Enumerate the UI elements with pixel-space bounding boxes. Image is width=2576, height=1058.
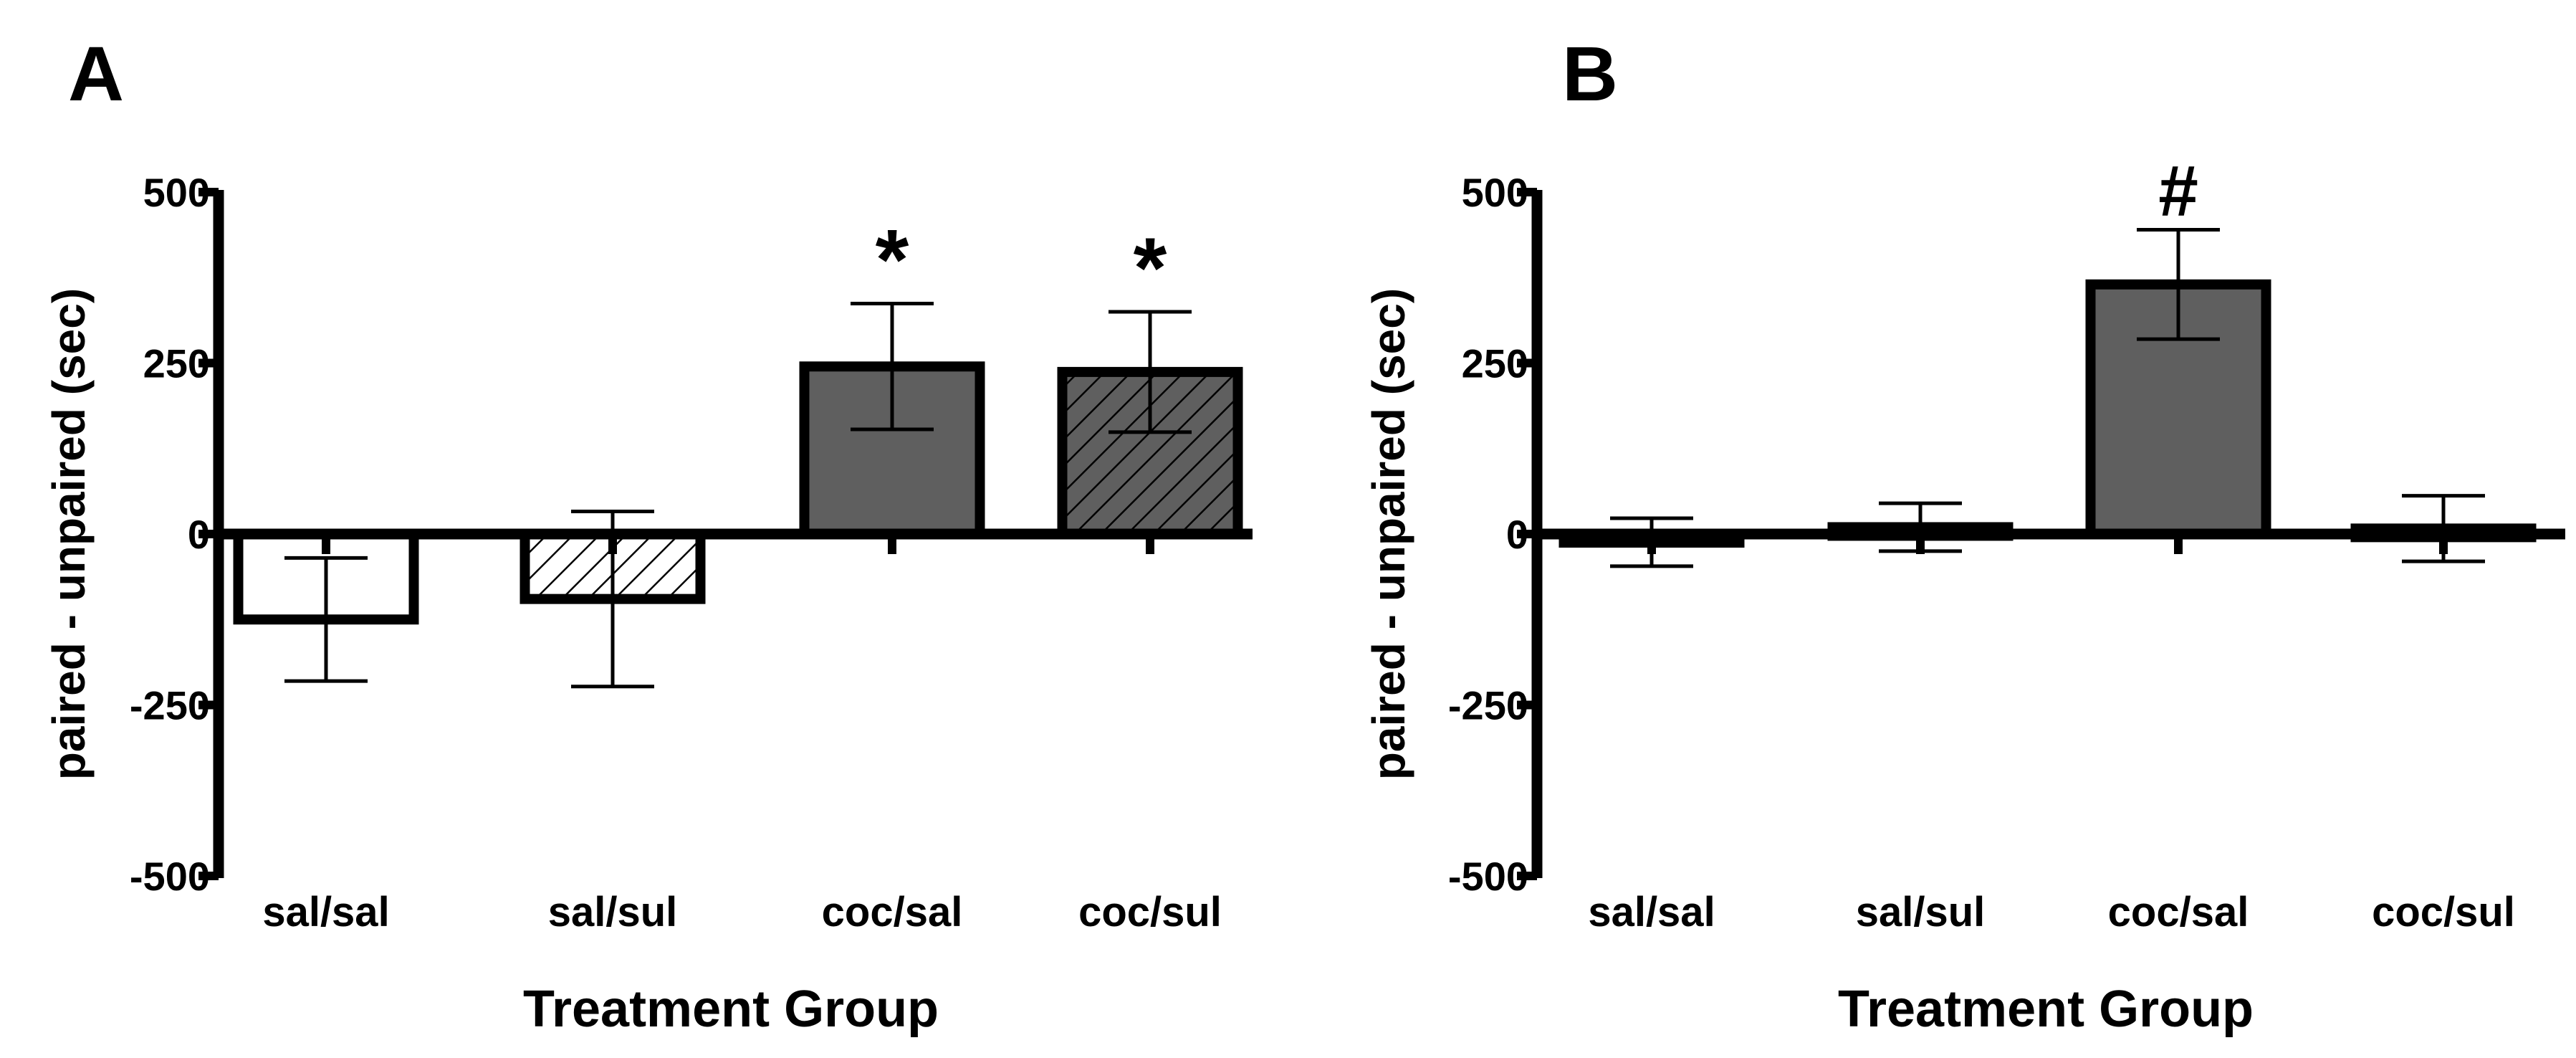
y-tick-label: 500	[1462, 170, 1528, 215]
y-tick-label: -500	[130, 854, 210, 899]
significance-marker: *	[1134, 220, 1167, 316]
y-tick-label: 0	[1506, 512, 1528, 557]
x-tick-label: sal/sul	[548, 889, 678, 935]
x-tick-label: sal/sul	[1856, 889, 1986, 935]
x-tick-label: coc/sal	[822, 889, 963, 935]
x-tick-label: coc/sul	[2372, 889, 2515, 935]
x-axis-title: Treatment Group	[523, 981, 939, 1038]
panel-a: A 500 250 0 -250 -500 paired - unpaired (sec) s…	[43, 30, 1253, 1038]
y-tick-label: -250	[130, 683, 210, 728]
bar-coc-sal	[799, 361, 985, 539]
y-tick-label: 250	[143, 341, 210, 386]
panel-label: B	[1562, 30, 1618, 117]
y-axis-title: paired - unpaired (sec)	[1363, 288, 1414, 780]
panel-b: B 500 250 0 -250 -500 paired - unpaired (sec) s…	[1363, 30, 2565, 1038]
y-axis-title: paired - unpaired (sec)	[43, 288, 95, 780]
panel-label: A	[68, 30, 124, 117]
significance-marker: #	[2158, 151, 2198, 231]
x-tick-label: coc/sal	[2108, 889, 2249, 935]
x-tick-label: sal/sal	[1588, 889, 1715, 935]
significance-marker: *	[876, 212, 909, 308]
y-tick-label: 500	[143, 170, 210, 215]
y-tick-label: -250	[1448, 683, 1528, 728]
y-tick-label: 250	[1462, 341, 1528, 386]
y-tick-label: 0	[188, 512, 210, 557]
x-tick-label: coc/sul	[1078, 889, 1222, 935]
x-tick-label: sal/sal	[262, 889, 389, 935]
x-axis-title: Treatment Group	[1838, 981, 2254, 1038]
y-tick-label: -500	[1448, 854, 1528, 899]
